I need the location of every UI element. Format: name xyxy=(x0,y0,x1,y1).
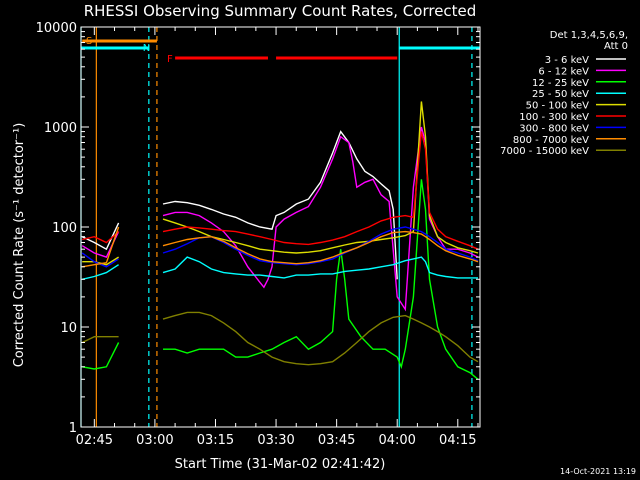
x-tick-label-2: 03:15 xyxy=(197,433,234,448)
legend-label-5: 100 - 300 keV xyxy=(519,112,589,123)
legend-label-7: 800 - 7000 keV xyxy=(513,135,589,146)
x-axis-label: Start Time (31-Mar-02 02:41:42) xyxy=(175,457,386,472)
y-axis-label: Corrected Count Rate (s⁻¹ detector⁻¹) xyxy=(12,123,27,368)
flag-label-saa: S xyxy=(86,36,92,47)
x-tick-label-5: 04:00 xyxy=(378,433,415,448)
plot-area: S N F 1 10 100 1000 10000 02:45 03:00 03:15 03:30 03… xyxy=(36,21,481,448)
flag-label-night: N xyxy=(143,43,150,54)
y-tick-label-0: 1 xyxy=(69,421,77,436)
x-tick-label-3: 03:30 xyxy=(257,433,294,448)
x-tick-label-6: 04:15 xyxy=(439,433,476,448)
flag-label-flare: F xyxy=(167,54,173,65)
series-line-0 xyxy=(81,130,398,280)
x-tick-label-4: 03:45 xyxy=(318,433,355,448)
legend-header-1: Att 0 xyxy=(604,41,628,52)
x-tick-label-1: 03:00 xyxy=(136,433,173,448)
series-line-8 xyxy=(81,311,479,366)
legend-label-2: 12 - 25 keV xyxy=(532,78,589,89)
x-tick-label-0: 02:45 xyxy=(76,433,113,448)
y-tick-label-4: 10000 xyxy=(36,21,77,36)
legend-label-0: 3 - 6 keV xyxy=(545,55,589,66)
legend-label-8: 7000 - 15000 keV xyxy=(500,146,589,157)
y-tick-label-3: 1000 xyxy=(44,121,77,136)
y-tick-label-2: 100 xyxy=(52,221,77,236)
series-line-2 xyxy=(82,179,479,380)
legend-label-4: 50 - 100 keV xyxy=(526,101,590,112)
legend-label-3: 25 - 50 keV xyxy=(532,89,589,100)
legend-label-1: 6 - 12 keV xyxy=(538,66,589,77)
series-line-5 xyxy=(82,131,479,250)
chart-title: RHESSI Observing Summary Count Rates, Co… xyxy=(84,2,477,20)
series-line-7 xyxy=(82,226,479,268)
legend-header-0: Det 1,3,4,5,6,9, xyxy=(550,30,628,41)
footer-date: 14-Oct-2021 13:19 xyxy=(560,467,636,476)
series-line-3 xyxy=(82,256,478,280)
legend-label-6: 300 - 800 keV xyxy=(519,123,589,134)
y-tick-label-1: 10 xyxy=(60,321,77,336)
